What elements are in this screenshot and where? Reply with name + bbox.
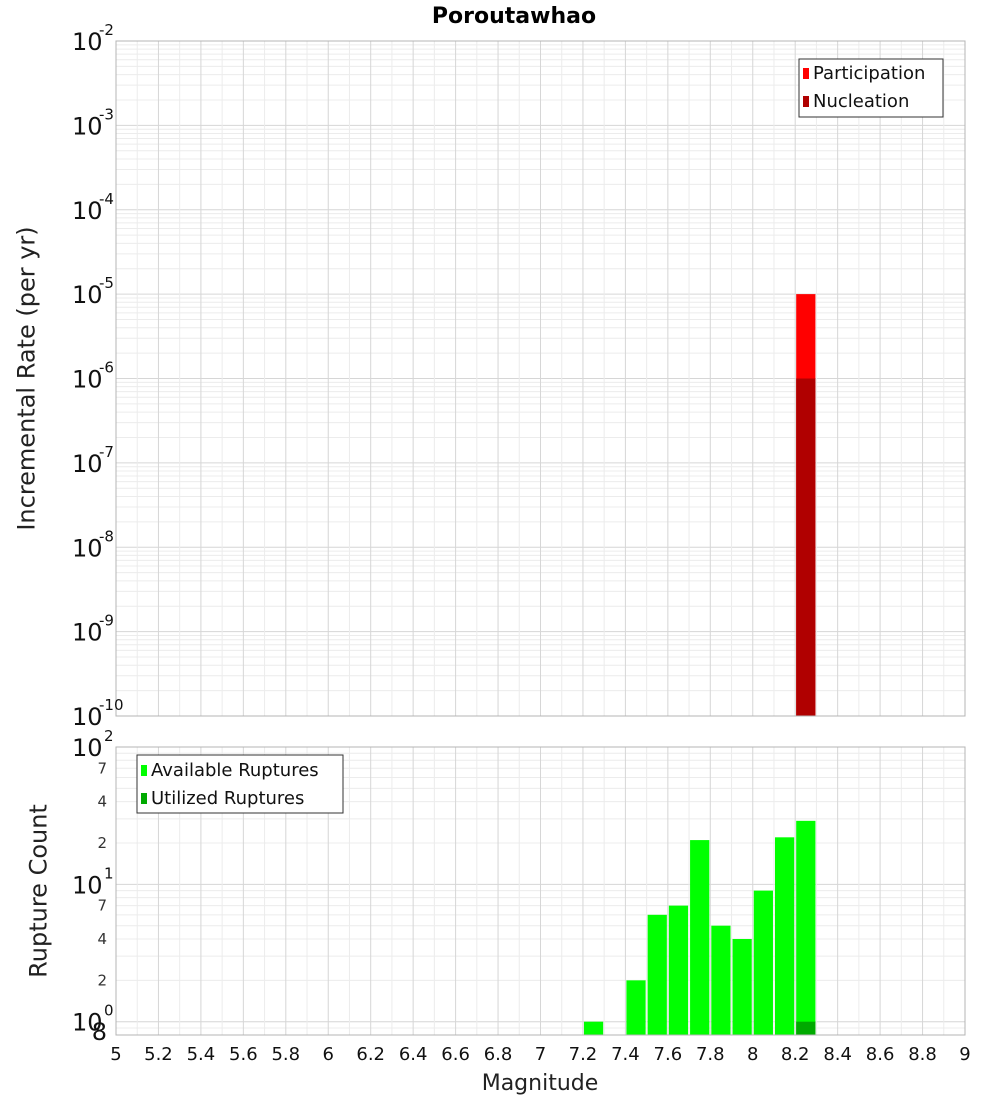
- bottom-legend-swatch: [141, 765, 147, 776]
- x-tick-label: 6: [323, 1044, 334, 1065]
- x-tick-label: 6.6: [441, 1044, 470, 1065]
- x-tick-label: 8: [747, 1044, 758, 1065]
- available-ruptures-bar: [626, 980, 646, 1035]
- top-y-tick-base: 10: [72, 28, 103, 56]
- top-y-tick-exponent: -2: [99, 21, 114, 39]
- top-y-tick-base: 10: [72, 619, 103, 647]
- bottom-y-tick-exponent: 1: [104, 864, 114, 882]
- utilized-ruptures-bar: [796, 1021, 816, 1035]
- top-bars: [796, 294, 816, 716]
- bottom-y-tick-base: 10: [72, 1009, 103, 1037]
- bottom-legend-label: Available Ruptures: [151, 760, 319, 781]
- x-tick-label: 7.8: [696, 1044, 725, 1065]
- x-tick-label: 5.8: [271, 1044, 300, 1065]
- top-y-tick-exponent: -5: [99, 274, 114, 292]
- top-y-tick-base: 10: [72, 534, 103, 562]
- top-y-tick-base: 10: [72, 703, 103, 731]
- top-y-tick-exponent: -6: [99, 359, 114, 377]
- x-tick-label: 9: [959, 1044, 970, 1065]
- nucleation-bar: [796, 378, 816, 716]
- bottom-legend-label: Utilized Ruptures: [151, 788, 304, 809]
- bottom-y-minor-tick-label: 8: [92, 1018, 107, 1046]
- top-y-tick-exponent: -4: [99, 190, 114, 208]
- bottom-y-minor-tick-label: 4: [97, 793, 107, 811]
- x-tick-label: 5.2: [144, 1044, 173, 1065]
- bottom-y-minor-tick-label: 7: [97, 897, 107, 915]
- bottom-y-tick-base: 10: [72, 734, 103, 762]
- top-legend: Participation Nucleation: [798, 58, 944, 118]
- top-y-tick-exponent: -3: [99, 105, 114, 123]
- top-y-tick-base: 10: [72, 197, 103, 225]
- top-y-tick-base: 10: [72, 112, 103, 140]
- x-tick-label: 6.8: [484, 1044, 513, 1065]
- bottom-y-tick-exponent: 0: [104, 1002, 114, 1020]
- bottom-legend-box: [136, 754, 344, 814]
- available-ruptures-bar: [732, 939, 752, 1035]
- x-tick-label: 6.4: [399, 1044, 428, 1065]
- bottom-y-tick-base: 10: [72, 871, 103, 899]
- top-y-axis-label: Incremental Rate (per yr): [12, 226, 40, 530]
- available-ruptures-bar: [668, 905, 689, 1035]
- available-ruptures-bar: [690, 840, 710, 1035]
- x-tick-label: 8.6: [866, 1044, 895, 1065]
- bottom-y-minor-tick-label: 4: [97, 930, 107, 948]
- bottom-y-minor-tick-label: 7: [97, 759, 107, 777]
- bottom-plot-frame: [115, 746, 966, 1036]
- top-legend-swatch: [803, 96, 809, 107]
- top-y-tick-exponent: -10: [99, 696, 124, 714]
- x-tick-label: 7.4: [611, 1044, 640, 1065]
- available-ruptures-bar: [774, 837, 795, 1035]
- bottom-y-axis-label: Rupture Count: [24, 804, 52, 978]
- available-ruptures-bar: [647, 914, 667, 1035]
- top-legend-label: Participation: [813, 63, 925, 84]
- top-gridlines: [115, 40, 966, 717]
- available-ruptures-bar: [583, 1021, 604, 1035]
- available-ruptures-bar: [796, 820, 816, 1035]
- bottom-bars: [583, 820, 816, 1035]
- x-tick-label: 8.8: [908, 1044, 937, 1065]
- top-plot-frame: [115, 40, 966, 717]
- top-y-tick-exponent: -9: [99, 612, 114, 630]
- x-tick-label: 7.2: [569, 1044, 598, 1065]
- chart-title: Poroutawhao: [432, 4, 596, 29]
- x-tick-label: 8.2: [781, 1044, 810, 1065]
- x-tick-label: 6.2: [356, 1044, 385, 1065]
- x-tick-labels: 5 5.2 5.4 5.6 5.8 6 6.2 6.4 6.6 6.8 7 7.2 7.4 7.6 7.8 8…: [110, 1044, 970, 1065]
- x-axis-label: Magnitude: [482, 1071, 599, 1096]
- bottom-y-minor-tick-label: 2: [97, 971, 107, 989]
- top-y-tick-base: 10: [72, 450, 103, 478]
- x-tick-label: 8.4: [823, 1044, 852, 1065]
- top-y-tick-base: 10: [72, 366, 103, 394]
- top-y-tick-exponent: -8: [99, 527, 114, 545]
- x-tick-label: 5.4: [187, 1044, 216, 1065]
- x-tick-label: 7: [535, 1044, 546, 1065]
- bottom-legend-swatch: [141, 793, 147, 804]
- x-tick-label: 7.6: [654, 1044, 683, 1065]
- top-legend-swatch: [803, 68, 809, 79]
- available-ruptures-bar: [711, 925, 731, 1035]
- available-ruptures-bar: [753, 890, 773, 1035]
- bottom-y-tick-exponent: 2: [104, 727, 114, 745]
- x-tick-label: 5: [110, 1044, 121, 1065]
- x-tick-label: 5.6: [229, 1044, 258, 1065]
- bottom-y-minor-tick-label: 2: [97, 834, 107, 852]
- top-y-tick-exponent: -7: [99, 443, 114, 461]
- top-y-tick-base: 10: [72, 281, 103, 309]
- top-legend-box: [798, 58, 944, 118]
- bottom-legend: Available Ruptures Utilized Ruptures: [136, 754, 344, 814]
- top-legend-label: Nucleation: [813, 91, 909, 112]
